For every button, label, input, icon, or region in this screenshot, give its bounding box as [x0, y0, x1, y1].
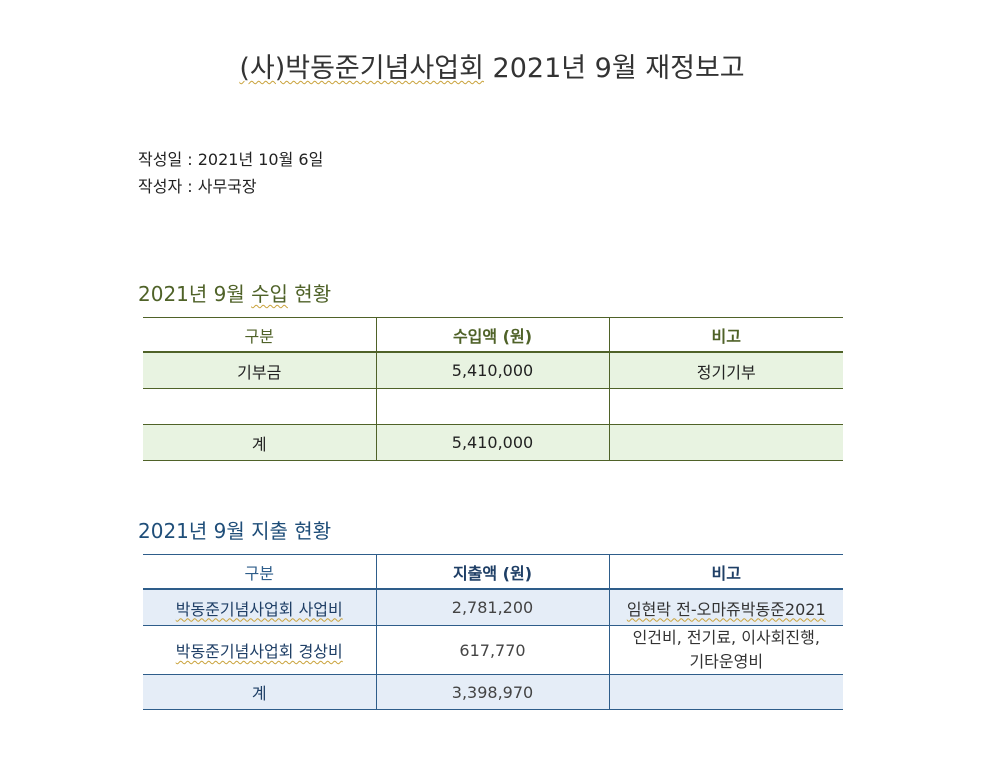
expense-heading: 2021년 9월 지출 현황: [138, 519, 332, 543]
income-amount-cell: [375, 388, 609, 425]
expense-category-text: 박동준기념사업회 경상비: [175, 642, 343, 661]
expense-table: 구분 지출액 (원) 비고 박동준기념사업회 사업비 2,781,200 임현락…: [143, 554, 843, 710]
expense-header-note: 비고: [608, 554, 843, 590]
table-row: [143, 388, 843, 425]
income-header-row: 구분 수입액 (원) 비고: [143, 317, 843, 353]
table-row: 기부금 5,410,000 정기기부: [143, 351, 843, 389]
table-row: 박동준기념사업회 경상비 617,770 인건비, 전기료, 이사회진행, 기타…: [143, 625, 843, 675]
income-header-category: 구분: [143, 317, 376, 353]
income-header-note: 비고: [608, 317, 843, 353]
income-amount-cell: 5,410,000: [375, 351, 609, 389]
income-heading-word: 수입: [251, 282, 288, 306]
expense-amount-cell: 2,781,200: [375, 588, 609, 626]
page-title: (사)박동준기념사업회 2021년 9월 재정보고: [0, 46, 984, 85]
expense-note-line-2: 기타운영비: [689, 652, 764, 671]
title-org: (사)박동준기념사업회: [239, 53, 484, 84]
income-heading-pre: 2021년 9월: [138, 282, 252, 306]
income-total-row: 계 5,410,000: [143, 424, 843, 461]
income-header-amount: 수입액 (원): [375, 317, 609, 353]
income-category-cell: 기부금: [143, 351, 376, 389]
income-total-amount: 5,410,000: [375, 424, 609, 461]
author: 작성자 : 사무국장: [138, 177, 257, 196]
income-total-label: 계: [143, 424, 376, 461]
expense-category-cell: 박동준기념사업회 사업비: [143, 588, 376, 626]
table-row: 박동준기념사업회 사업비 2,781,200 임현락 전-오마쥬박동준2021: [143, 588, 843, 626]
income-heading: 2021년 9월 수입 현황: [138, 278, 331, 307]
income-note-cell: [608, 388, 843, 425]
income-total-note: [608, 424, 843, 461]
expense-header-row: 구분 지출액 (원) 비고: [143, 554, 843, 590]
income-category-cell: [143, 388, 376, 425]
income-note-cell: 정기기부: [608, 351, 843, 389]
expense-total-label: 계: [143, 674, 376, 710]
title-rest: 2021년 9월 재정보고: [483, 53, 745, 84]
expense-category-cell: 박동준기념사업회 경상비: [143, 625, 376, 675]
expense-total-amount: 3,398,970: [375, 674, 609, 710]
expense-note-text: 임현락 전-오마쥬박동준2021: [626, 599, 826, 619]
expense-total-note: [608, 674, 843, 710]
created-date: 작성일 : 2021년 10월 6일: [138, 150, 324, 169]
expense-header-category: 구분: [143, 554, 376, 590]
expense-note-cell: 인건비, 전기료, 이사회진행, 기타운영비: [608, 625, 843, 675]
income-heading-post: 현황: [287, 282, 332, 306]
expense-amount-cell: 617,770: [375, 625, 609, 675]
expense-total-row: 계 3,398,970: [143, 674, 843, 710]
expense-category-text: 박동준기념사업회 사업비: [175, 599, 343, 619]
expense-note-cell: 임현락 전-오마쥬박동준2021: [608, 588, 843, 626]
expense-note-line-1: 인건비, 전기료, 이사회진행,: [632, 628, 820, 647]
income-table: 구분 수입액 (원) 비고 기부금 5,410,000 정기기부 계 5,410…: [143, 317, 843, 461]
expense-header-amount: 지출액 (원): [375, 554, 609, 590]
